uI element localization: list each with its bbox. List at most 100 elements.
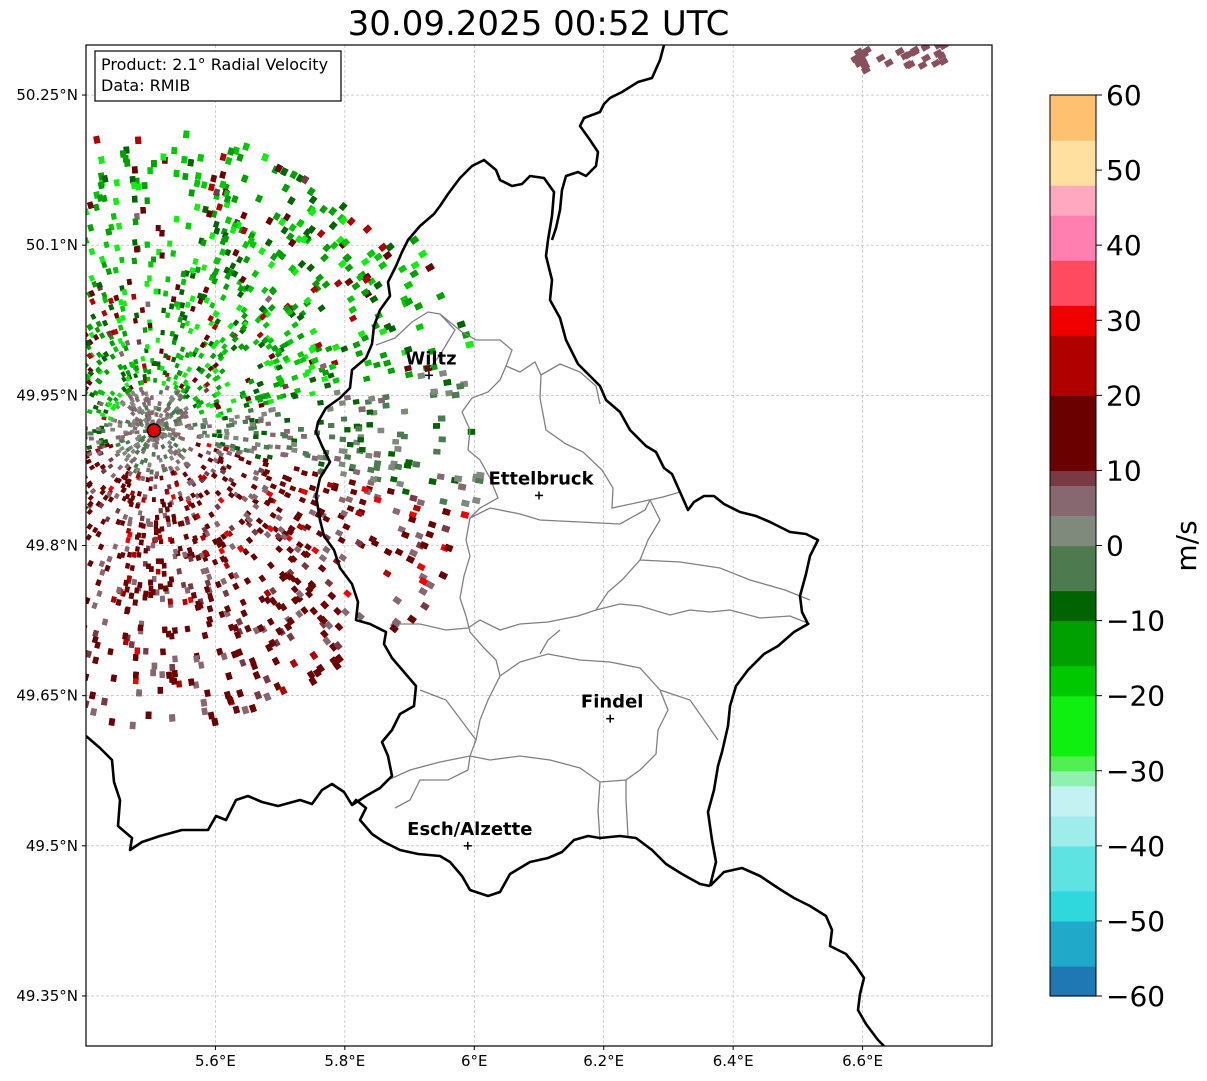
radar-echo-pixel — [287, 555, 296, 564]
radar-echo-pixel — [73, 328, 80, 335]
radar-echo-pixel — [38, 345, 45, 352]
radar-echo-pixel — [166, 440, 173, 446]
radar-echo-pixel — [74, 157, 81, 165]
radar-echo-pixel — [295, 540, 304, 549]
radar-echo-pixel — [15, 344, 22, 351]
radar-echo-pixel — [20, 405, 26, 410]
radar-echo-pixel — [8, 453, 14, 458]
radar-echo-pixel — [36, 408, 42, 413]
radar-echo-pixel — [86, 523, 93, 530]
radar-echo-pixel — [208, 183, 215, 192]
radar-echo-pixel — [211, 323, 219, 331]
radar-echo-pixel — [145, 477, 150, 483]
radar-echo-pixel — [31, 421, 37, 426]
radar-echo-pixel — [87, 366, 94, 374]
radar-echo-pixel — [189, 295, 196, 302]
radar-echo-pixel — [107, 647, 114, 656]
radar-echo-pixel — [0, 320, 3, 328]
radar-echo-pixel — [180, 581, 187, 589]
radar-echo-pixel — [92, 526, 99, 534]
radar-echo-pixel — [60, 615, 67, 623]
radar-echo-pixel — [134, 587, 140, 594]
radar-echo-pixel — [60, 615, 67, 623]
radar-echo-pixel — [170, 250, 176, 257]
radar-echo-pixel — [338, 400, 346, 407]
radar-echo-pixel — [26, 318, 33, 325]
radar-echo-pixel — [86, 551, 87, 559]
radar-echo-pixel — [51, 445, 57, 450]
radar-echo-pixel — [39, 358, 46, 365]
radar-echo-pixel — [23, 465, 29, 471]
radar-echo-pixel — [351, 281, 361, 291]
radar-echo-pixel — [34, 456, 40, 461]
radar-echo-pixel — [28, 277, 36, 285]
radar-echo-pixel — [5, 335, 13, 342]
radar-echo-pixel — [51, 279, 58, 287]
radar-echo-pixel — [201, 631, 209, 640]
radar-echo-pixel — [0, 446, 3, 451]
radar-echo-pixel — [116, 317, 122, 324]
radar-echo-pixel — [193, 347, 200, 354]
radar-echo-pixel — [95, 579, 102, 587]
radar-echo-pixel — [36, 408, 42, 413]
radar-echo-pixel — [182, 598, 188, 606]
radar-echo-pixel — [184, 587, 191, 594]
radar-echo-pixel — [42, 451, 48, 456]
radar-echo-pixel — [230, 650, 239, 659]
radar-echo-pixel — [39, 485, 46, 491]
radar-echo-pixel — [1, 376, 8, 382]
radar-echo-pixel — [60, 513, 67, 520]
radar-echo-pixel — [63, 426, 68, 430]
radar-echo-pixel — [358, 406, 366, 412]
radar-echo-pixel — [4, 207, 12, 216]
radar-echo-pixel — [253, 469, 260, 476]
radar-echo-pixel — [136, 689, 142, 697]
radar-echo-pixel — [16, 458, 22, 464]
radar-echo-pixel — [37, 336, 44, 343]
radar-echo-pixel — [203, 387, 210, 394]
radar-echo-pixel — [177, 545, 183, 552]
radar-echo-pixel — [92, 656, 99, 665]
radar-echo-pixel — [76, 455, 82, 460]
radar-echo-pixel — [235, 304, 243, 312]
radar-echo-pixel — [40, 513, 47, 520]
radar-echo-pixel — [410, 260, 420, 270]
radar-echo-pixel — [78, 367, 84, 373]
radar-echo-pixel — [23, 222, 31, 230]
radar-echo-pixel — [16, 611, 24, 619]
radar-echo-pixel — [382, 402, 390, 409]
radar-echo-pixel — [69, 500, 76, 507]
radar-echo-pixel — [34, 491, 41, 498]
radar-echo-pixel — [19, 614, 27, 622]
radar-echo-pixel — [397, 264, 408, 274]
radar-echo-pixel — [231, 270, 239, 278]
radar-echo-pixel — [441, 524, 451, 533]
radar-echo-pixel — [425, 580, 435, 590]
radar-echo-pixel — [151, 256, 156, 263]
radar-echo-pixel — [36, 479, 43, 485]
radar-echo-pixel — [69, 492, 76, 498]
radar-echo-pixel — [295, 590, 305, 599]
radar-echo-pixel — [74, 287, 81, 294]
radar-echo-pixel — [72, 569, 79, 576]
radar-echo-pixel — [132, 239, 138, 246]
radar-echo-pixel — [43, 525, 50, 532]
radar-echo-pixel — [152, 576, 157, 582]
radar-echo-pixel — [22, 271, 30, 279]
radar-echo-pixel — [58, 574, 65, 581]
radar-echo-pixel — [265, 421, 271, 427]
radar-echo-pixel — [330, 485, 339, 492]
radar-echo-pixel — [280, 452, 287, 458]
radar-echo-pixel — [143, 457, 148, 464]
radar-echo-pixel — [232, 146, 240, 155]
radar-echo-pixel — [35, 442, 41, 447]
radar-echo-pixel — [0, 534, 8, 541]
radar-echo-pixel — [269, 287, 278, 296]
radar-echo-pixel — [33, 167, 41, 176]
radar-echo-pixel — [224, 381, 231, 388]
radar-echo-pixel — [17, 161, 25, 170]
radar-echo-pixel — [46, 566, 53, 574]
radar-echo-pixel — [290, 267, 300, 276]
radar-echo-pixel — [36, 675, 44, 684]
radar-echo-pixel — [194, 172, 202, 180]
